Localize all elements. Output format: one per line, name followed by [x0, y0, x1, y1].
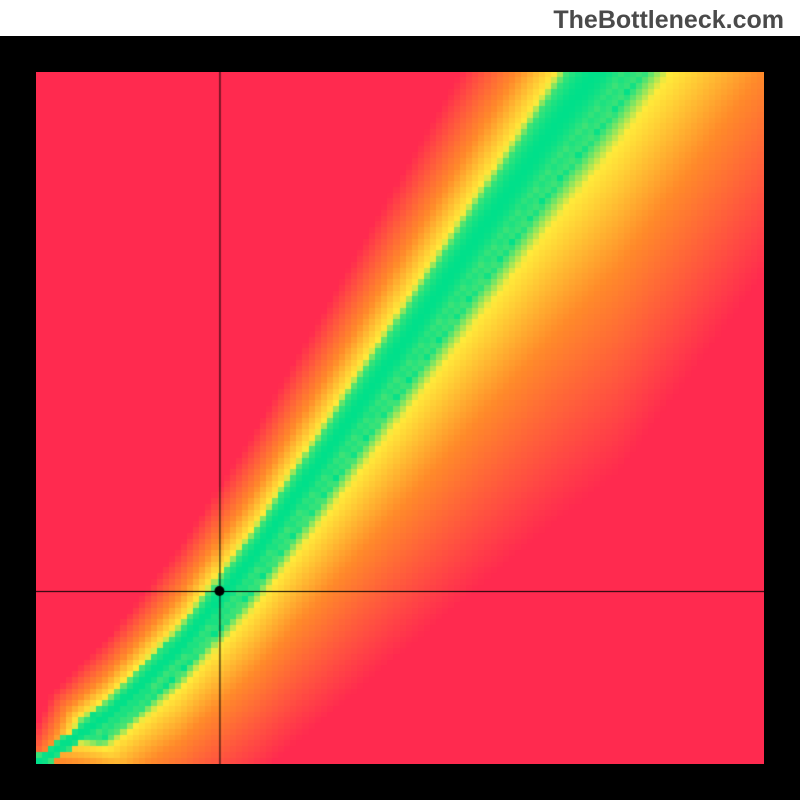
bottleneck-heatmap [36, 72, 764, 764]
watermark-text: TheBottleneck.com [553, 6, 784, 35]
